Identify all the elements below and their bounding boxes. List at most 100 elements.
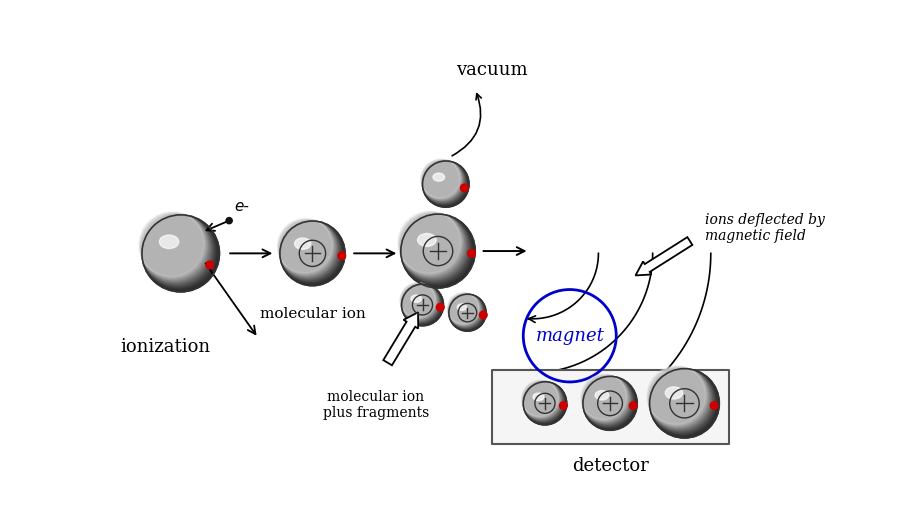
Ellipse shape — [140, 212, 204, 277]
Ellipse shape — [448, 293, 481, 326]
Ellipse shape — [398, 212, 461, 274]
Ellipse shape — [422, 161, 467, 205]
Ellipse shape — [582, 376, 633, 425]
Ellipse shape — [400, 214, 471, 283]
Ellipse shape — [142, 215, 217, 289]
Ellipse shape — [140, 213, 207, 279]
Ellipse shape — [448, 294, 482, 328]
Ellipse shape — [141, 214, 213, 285]
Ellipse shape — [583, 376, 634, 428]
Ellipse shape — [447, 293, 479, 323]
Ellipse shape — [448, 294, 482, 327]
Ellipse shape — [278, 219, 334, 275]
Ellipse shape — [522, 381, 561, 419]
Text: molecular ion: molecular ion — [259, 307, 365, 321]
Ellipse shape — [421, 160, 461, 199]
Ellipse shape — [142, 215, 218, 290]
Ellipse shape — [650, 369, 716, 434]
Circle shape — [400, 214, 475, 288]
Ellipse shape — [583, 377, 636, 430]
Ellipse shape — [524, 382, 566, 424]
Ellipse shape — [399, 212, 462, 274]
Ellipse shape — [422, 160, 464, 202]
Ellipse shape — [281, 222, 345, 285]
Ellipse shape — [523, 382, 563, 422]
Ellipse shape — [648, 367, 708, 427]
Ellipse shape — [447, 293, 480, 325]
Ellipse shape — [449, 294, 483, 329]
Ellipse shape — [522, 381, 561, 419]
Ellipse shape — [142, 215, 216, 289]
Ellipse shape — [278, 219, 335, 275]
Ellipse shape — [523, 382, 565, 423]
Ellipse shape — [524, 382, 565, 424]
Ellipse shape — [401, 284, 441, 323]
Ellipse shape — [142, 215, 215, 288]
Ellipse shape — [649, 368, 711, 430]
Ellipse shape — [448, 293, 482, 327]
Ellipse shape — [648, 367, 709, 428]
Ellipse shape — [401, 284, 440, 323]
Ellipse shape — [277, 219, 332, 273]
Ellipse shape — [401, 284, 442, 324]
Ellipse shape — [448, 293, 481, 326]
Circle shape — [583, 376, 637, 430]
Ellipse shape — [581, 374, 626, 420]
Ellipse shape — [400, 214, 470, 282]
Circle shape — [422, 161, 469, 207]
Ellipse shape — [447, 293, 480, 324]
Ellipse shape — [582, 376, 634, 426]
Ellipse shape — [449, 294, 485, 331]
Ellipse shape — [422, 161, 466, 204]
Ellipse shape — [448, 294, 482, 327]
Ellipse shape — [581, 375, 628, 422]
Ellipse shape — [523, 382, 564, 422]
Ellipse shape — [522, 381, 560, 418]
Ellipse shape — [421, 160, 461, 199]
Ellipse shape — [581, 374, 627, 420]
Ellipse shape — [582, 375, 632, 424]
Ellipse shape — [650, 369, 716, 435]
Ellipse shape — [448, 294, 482, 328]
Ellipse shape — [650, 369, 716, 435]
Ellipse shape — [582, 376, 634, 427]
Ellipse shape — [581, 375, 628, 421]
Text: ionization: ionization — [121, 339, 211, 356]
Ellipse shape — [582, 376, 632, 425]
Ellipse shape — [141, 214, 212, 284]
Ellipse shape — [647, 366, 707, 425]
Ellipse shape — [647, 367, 707, 426]
Ellipse shape — [401, 215, 473, 286]
Ellipse shape — [279, 220, 338, 278]
Ellipse shape — [649, 368, 713, 432]
Circle shape — [226, 217, 232, 224]
Ellipse shape — [401, 283, 439, 321]
Ellipse shape — [142, 215, 218, 291]
Ellipse shape — [522, 381, 559, 418]
Ellipse shape — [580, 374, 626, 419]
Ellipse shape — [422, 160, 464, 202]
Ellipse shape — [400, 283, 436, 318]
Ellipse shape — [581, 375, 629, 422]
Ellipse shape — [421, 160, 463, 201]
Ellipse shape — [141, 214, 213, 286]
Ellipse shape — [399, 212, 464, 277]
Ellipse shape — [401, 284, 441, 323]
Text: vacuum: vacuum — [456, 61, 528, 80]
Ellipse shape — [279, 220, 338, 279]
Ellipse shape — [649, 368, 715, 433]
Ellipse shape — [448, 294, 483, 329]
Ellipse shape — [523, 382, 564, 423]
Ellipse shape — [665, 387, 683, 399]
Ellipse shape — [401, 284, 442, 324]
Ellipse shape — [400, 283, 438, 321]
Ellipse shape — [421, 160, 463, 201]
Ellipse shape — [411, 295, 421, 302]
Ellipse shape — [522, 380, 559, 417]
Ellipse shape — [400, 283, 436, 319]
Ellipse shape — [401, 284, 442, 324]
Ellipse shape — [280, 221, 341, 281]
Ellipse shape — [449, 294, 484, 330]
Ellipse shape — [401, 284, 440, 322]
Ellipse shape — [280, 222, 343, 284]
